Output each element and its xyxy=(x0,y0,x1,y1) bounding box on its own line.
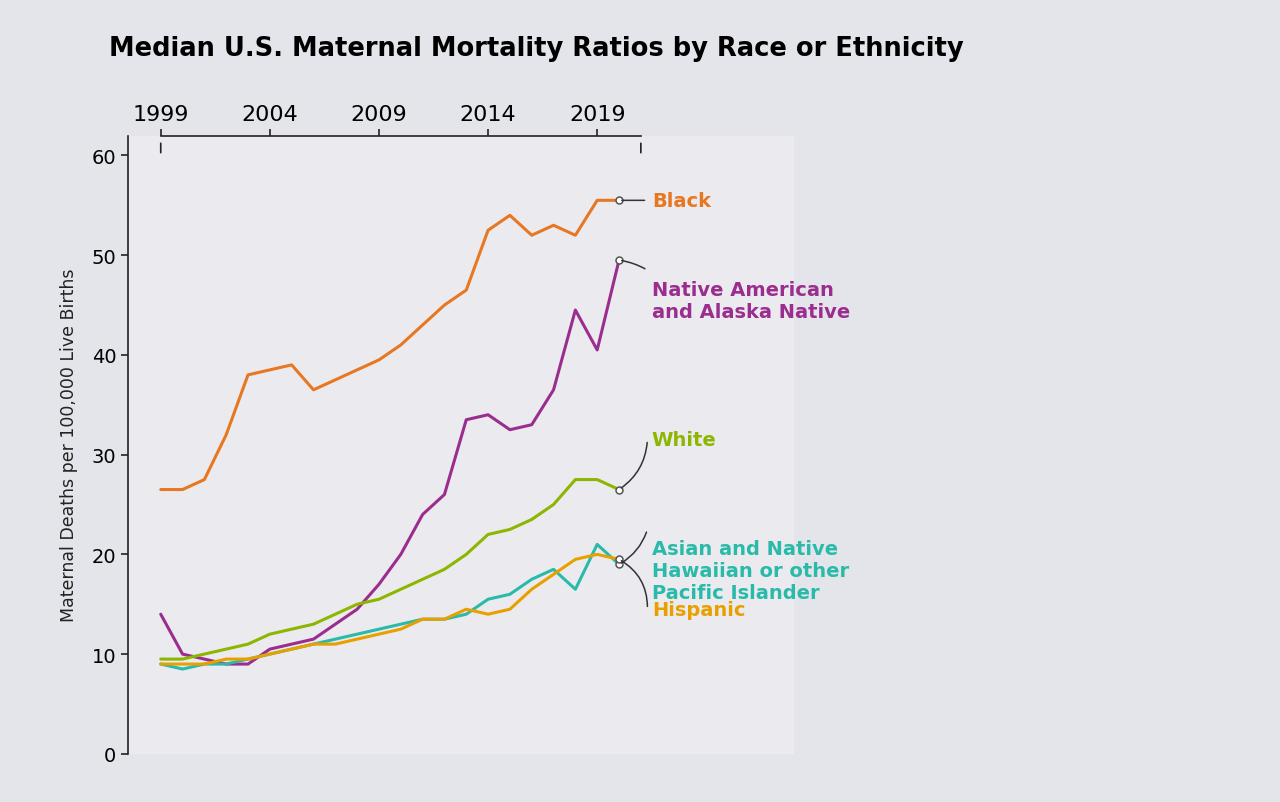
Text: Black: Black xyxy=(652,192,710,211)
Text: Median U.S. Maternal Mortality Ratios by Race or Ethnicity: Median U.S. Maternal Mortality Ratios by… xyxy=(109,36,964,62)
Text: Native American
and Alaska Native: Native American and Alaska Native xyxy=(652,281,850,322)
Text: Hispanic: Hispanic xyxy=(652,600,745,619)
Y-axis label: Maternal Deaths per 100,000 Live Births: Maternal Deaths per 100,000 Live Births xyxy=(60,269,78,622)
Text: Asian and Native
Hawaiian or other
Pacific Islander: Asian and Native Hawaiian or other Pacif… xyxy=(652,540,849,602)
Text: White: White xyxy=(652,431,717,450)
